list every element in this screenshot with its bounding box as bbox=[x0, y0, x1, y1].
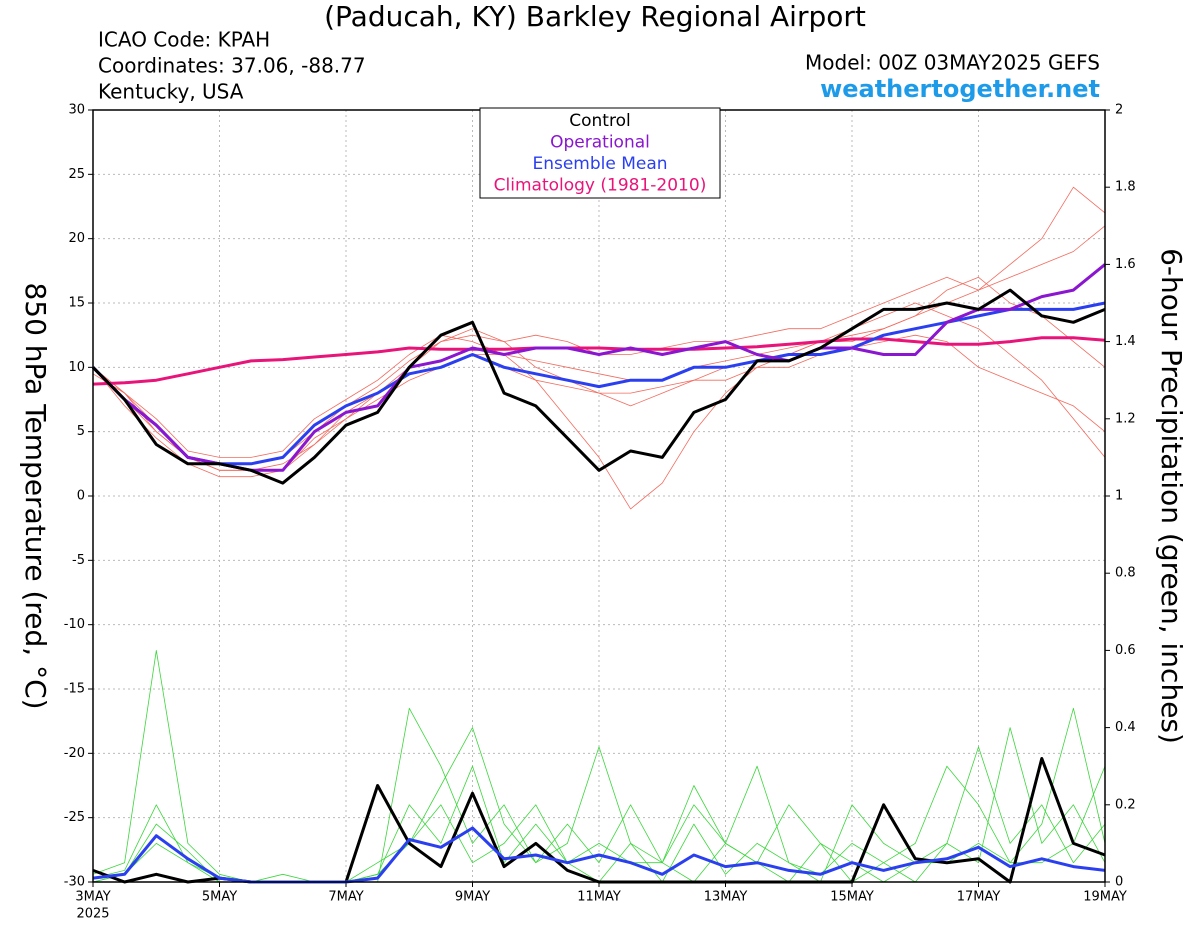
x-tick-label: 17MAY bbox=[957, 890, 1001, 905]
x-tick-label: 13MAY bbox=[704, 890, 748, 905]
legend-entry: Operational bbox=[550, 133, 650, 153]
y-tick-label: -25 bbox=[64, 810, 85, 825]
legend-entry: Control bbox=[569, 111, 630, 131]
y2-tick-label: 0.4 bbox=[1115, 720, 1136, 735]
y-tick-label: 20 bbox=[68, 231, 85, 246]
y2-tick-label: 0.6 bbox=[1115, 643, 1136, 658]
x-tick-label: 9MAY bbox=[455, 890, 490, 905]
legend-entry: Climatology (1981-2010) bbox=[494, 176, 707, 196]
y2-tick-label: 1.8 bbox=[1115, 180, 1136, 195]
y-tick-label: -10 bbox=[64, 617, 85, 632]
legend-entry: Ensemble Mean bbox=[532, 154, 667, 174]
x-tick-label: 5MAY bbox=[202, 890, 237, 905]
y-tick-label: -15 bbox=[64, 682, 85, 697]
y-tick-label: -5 bbox=[72, 553, 85, 568]
y2-tick-label: 1.6 bbox=[1115, 257, 1136, 272]
y2-tick-label: 0.8 bbox=[1115, 566, 1136, 581]
y-tick-label: 0 bbox=[77, 489, 85, 504]
station-info: Kentucky, USA bbox=[98, 80, 244, 104]
temperature-line bbox=[91, 288, 1106, 485]
temperature-line bbox=[91, 263, 1106, 472]
y-tick-label: -20 bbox=[64, 746, 85, 761]
model-info: Model: 00Z 03MAY2025 GEFS bbox=[805, 51, 1100, 75]
y2-tick-label: 1.2 bbox=[1115, 411, 1136, 426]
station-info: ICAO Code: KPAH bbox=[98, 28, 270, 52]
temperature-line bbox=[91, 301, 1106, 466]
x-tick-label: 7MAY bbox=[328, 890, 363, 905]
y-tick-label: -30 bbox=[64, 875, 85, 890]
x-tick-label: 3MAY bbox=[75, 890, 110, 905]
y2-tick-label: 0 bbox=[1115, 875, 1123, 890]
station-info: Coordinates: 37.06, -88.77 bbox=[98, 54, 366, 78]
y-axis-label: 850 hPa Temperature (red, °C) bbox=[19, 282, 52, 709]
x-year-label: 2025 bbox=[76, 907, 109, 922]
temp-member-line bbox=[92, 276, 1106, 510]
chart-title: (Paducah, KY) Barkley Regional Airport bbox=[324, 0, 866, 33]
legend-box bbox=[479, 107, 721, 199]
y-tick-label: 30 bbox=[68, 103, 85, 118]
x-tick-label: 19MAY bbox=[1083, 890, 1127, 905]
source: weathertogether.net bbox=[820, 75, 1100, 103]
y-tick-label: 15 bbox=[68, 296, 85, 311]
y2-axis-label: 6-hour Precipitation (green, inches) bbox=[1155, 248, 1188, 744]
y2-tick-label: 1 bbox=[1115, 489, 1123, 504]
climatology-line bbox=[92, 336, 1106, 386]
y-tick-label: 10 bbox=[68, 360, 85, 375]
y-tick-label: 5 bbox=[77, 424, 85, 439]
y2-tick-label: 2 bbox=[1115, 103, 1123, 118]
x-tick-label: 11MAY bbox=[577, 890, 621, 905]
y-tick-label: 25 bbox=[68, 167, 85, 182]
y2-tick-label: 0.2 bbox=[1115, 797, 1136, 812]
y2-tick-label: 1.4 bbox=[1115, 334, 1136, 349]
x-tick-label: 15MAY bbox=[830, 890, 874, 905]
precip-member-line bbox=[92, 707, 1106, 883]
